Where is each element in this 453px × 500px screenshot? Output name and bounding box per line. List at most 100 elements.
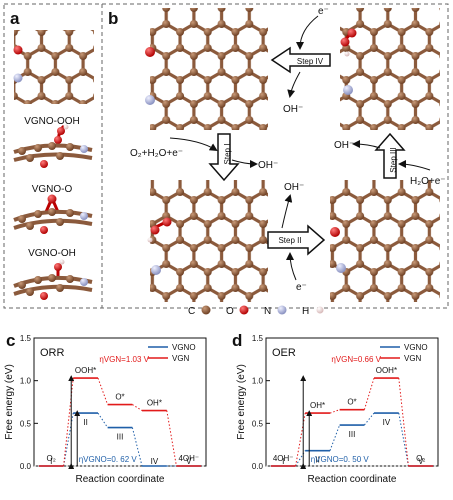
step-3-hydroxide: OH⁻ xyxy=(334,140,354,151)
state-label: OH* xyxy=(147,399,162,408)
legend-o-label: O xyxy=(226,306,234,317)
y-tick-label: 0.5 xyxy=(20,419,32,428)
state-number: V xyxy=(186,457,192,466)
panel-a-top-view xyxy=(13,30,94,104)
y-axis-label: Free energy (eV) xyxy=(4,364,15,440)
connector-vgn xyxy=(295,413,306,467)
annotation-vgn: ηVGN=1.03 V xyxy=(99,355,149,364)
connector-vgn xyxy=(63,378,74,467)
y-tick-label: 1.0 xyxy=(252,377,264,386)
legend-n-swatch xyxy=(277,305,287,315)
annotation-vgno: ηVGNO=0. 62 V xyxy=(79,455,138,464)
step-3-arrow: Step III OH⁻ H₂O+e⁻ xyxy=(334,132,446,187)
panel-a-letter: a xyxy=(10,9,20,28)
legend-c-swatch xyxy=(201,305,211,315)
y-tick-label: 1.5 xyxy=(252,334,264,343)
step-1-label: Step I xyxy=(223,144,232,165)
label-vgno-oh: VGNO-OH xyxy=(28,248,76,259)
connector-vgn xyxy=(363,377,375,410)
chart-title: ORR xyxy=(40,347,65,359)
step-2-electron: e⁻ xyxy=(296,282,307,293)
sheet-top-left xyxy=(145,8,268,130)
state-number: III xyxy=(117,433,124,442)
chart-orr: c 0.0 0.5 1.0 1.5 Free energy (eV) Reaction co… xyxy=(4,331,207,485)
atom-legend: C O N H xyxy=(188,305,324,317)
state-label: O₂ xyxy=(416,454,425,463)
legend-h-swatch xyxy=(316,306,324,314)
step-3-label: Step III xyxy=(389,147,398,172)
legend-c-label: C xyxy=(188,306,195,317)
legend-label-vgn: VGN xyxy=(404,354,422,363)
annotation-vgn: ηVGN=0.66 V xyxy=(331,355,381,364)
state-number: V xyxy=(418,457,424,466)
step-1-reactants: O₂+H₂O+e⁻ xyxy=(130,148,183,159)
top-frame xyxy=(3,3,449,309)
y-tick-label: 1.5 xyxy=(20,334,32,343)
y-tick-label: 0.5 xyxy=(252,419,264,428)
label-vgno-ooh: VGNO-OOH xyxy=(24,116,80,127)
sheet-bottom-right xyxy=(330,180,440,302)
step-4-arrow: Step IV e⁻ OH⁻ xyxy=(270,6,331,115)
connector-vgno xyxy=(63,413,74,467)
step-4-label: Step IV xyxy=(297,57,324,66)
state-label: OOH* xyxy=(75,366,96,375)
y-tick-label: 0.0 xyxy=(252,462,264,471)
panel-d-letter: d xyxy=(232,331,242,350)
connector-vgno xyxy=(329,424,341,451)
state-label: O* xyxy=(347,398,356,407)
step-1-hydroxide: OH⁻ xyxy=(258,160,278,171)
step-3-reactants: H₂O+e⁻ xyxy=(410,176,446,187)
state-label: OOH* xyxy=(376,366,397,375)
legend-label-vgno: VGNO xyxy=(404,343,428,352)
connector-vgn xyxy=(398,378,409,467)
step-2-hydroxide: OH⁻ xyxy=(284,182,304,193)
step-4-electron: e⁻ xyxy=(318,6,329,17)
state-label: O₂ xyxy=(47,454,56,463)
chart-title: OER xyxy=(272,347,296,359)
connector-vgn xyxy=(329,409,340,414)
legend-h-label: H xyxy=(302,306,309,317)
chart-oer: d 0.0 0.5 1.0 1.5 Free energy (eV) Reaction co… xyxy=(232,331,439,485)
sheet-bottom-left xyxy=(147,180,268,302)
connector-vgn xyxy=(132,404,143,411)
y-tick-label: 1.0 xyxy=(20,377,32,386)
x-axis-label: Reaction coordinate xyxy=(76,474,165,485)
connector-vgn xyxy=(166,410,177,467)
oxygen-atom xyxy=(13,45,23,55)
state-number: III xyxy=(349,430,356,439)
state-label: 4OH⁻ xyxy=(178,454,199,463)
legend-label-vgn: VGN xyxy=(172,354,190,363)
connector-vgno xyxy=(97,412,109,428)
panel-b-letter: b xyxy=(108,9,118,28)
sheet-top-right xyxy=(340,8,440,130)
state-number: I xyxy=(282,457,284,466)
state-number: IV xyxy=(383,418,391,427)
state-number: II xyxy=(315,456,319,465)
legend-o-swatch xyxy=(239,305,249,315)
y-tick-label: 0.0 xyxy=(20,462,32,471)
state-label: O* xyxy=(115,393,124,402)
step-2-arrow: Step II OH⁻ e⁻ xyxy=(267,182,326,293)
nitrogen-atom xyxy=(13,73,23,83)
step-2-label: Step II xyxy=(278,236,301,245)
step-4-hydroxide: OH⁻ xyxy=(283,104,303,115)
legend-label-vgno: VGNO xyxy=(172,343,196,352)
x-axis-label: Reaction coordinate xyxy=(308,474,397,485)
state-label: 4OH⁻ xyxy=(273,454,294,463)
panel-c-letter: c xyxy=(6,331,15,350)
y-axis-label: Free energy (eV) xyxy=(236,364,247,440)
side-view-ooh xyxy=(13,124,93,168)
annotation-vgno: ηVGNO=0. 50 V xyxy=(311,455,370,464)
legend-n-label: N xyxy=(264,306,271,317)
state-number: I xyxy=(50,457,52,466)
side-view-o xyxy=(13,194,93,234)
state-label: OH* xyxy=(310,401,325,410)
side-view-oh xyxy=(13,259,93,300)
connector-vgn xyxy=(97,377,109,405)
connector-vgno xyxy=(131,427,143,467)
step-1-arrow: Step I O₂+H₂O+e⁻ OH⁻ xyxy=(130,133,278,182)
label-vgno-o: VGNO-O xyxy=(32,184,73,195)
state-number: IV xyxy=(151,457,159,466)
state-number: II xyxy=(83,418,87,427)
